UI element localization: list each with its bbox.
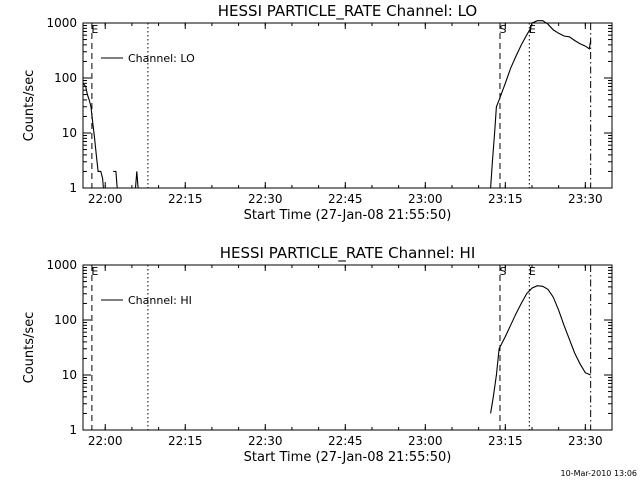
event-marker-label: E <box>529 23 536 36</box>
x-tick-label: 23:30 <box>568 434 603 448</box>
event-marker-label: S <box>499 23 506 36</box>
x-tick-label: 22:45 <box>328 434 363 448</box>
y-tick-label: 100 <box>54 71 77 85</box>
series-line <box>82 82 104 189</box>
series-line <box>490 285 591 414</box>
plot-frame <box>82 264 613 431</box>
x-tick-label: 23:30 <box>568 192 603 206</box>
y-tick-label: 100 <box>54 313 77 327</box>
event-marker-label: E <box>91 23 98 36</box>
y-tick-label: 10 <box>62 126 77 140</box>
x-tick-label: 22:45 <box>328 192 363 206</box>
x-tick-label: 23:00 <box>408 434 443 448</box>
x-axis-label: Start Time (27-Jan-08 21:55:50) <box>244 208 452 223</box>
event-marker-label: E <box>91 265 98 278</box>
y-tick-label: 1 <box>69 423 77 437</box>
x-tick-label: 22:00 <box>88 434 123 448</box>
event-marker-label: S <box>499 265 506 278</box>
chart-title: HESSI PARTICLE_RATE Channel: LO <box>218 2 477 21</box>
x-tick-label: 23:00 <box>408 192 443 206</box>
y-tick-label: 10 <box>62 368 77 382</box>
x-tick-label: 22:15 <box>168 434 203 448</box>
event-marker-label: E <box>529 265 536 278</box>
y-axis-label: Counts/sec <box>22 312 37 384</box>
x-axis-label: Start Time (27-Jan-08 21:55:50) <box>244 450 452 465</box>
chart-title: HESSI PARTICLE_RATE Channel: HI <box>220 244 476 263</box>
y-tick-label: 1000 <box>46 16 77 30</box>
x-tick-label: 23:15 <box>488 434 523 448</box>
y-tick-label: 1 <box>69 181 77 195</box>
x-tick-label: 23:15 <box>488 192 523 206</box>
plot-frame <box>82 22 613 189</box>
footer-timestamp: 10-Mar-2010 13:06 <box>561 469 638 478</box>
y-tick-label: 1000 <box>46 258 77 272</box>
lo-channel-plot: HESSI PARTICLE_RATE Channel: LO 22:00 22:1… <box>22 2 613 223</box>
legend-label: Channel: HI <box>128 294 192 307</box>
x-tick-label: 22:00 <box>88 192 123 206</box>
x-tick-label: 22:30 <box>248 192 283 206</box>
legend-label: Channel: LO <box>128 52 195 65</box>
series-line <box>134 171 139 189</box>
series-line <box>490 20 592 189</box>
hi-channel-plot: HESSI PARTICLE_RATE Channel: HI 22:00 22:1… <box>22 244 613 465</box>
y-axis-label: Counts/sec <box>22 70 37 142</box>
x-tick-label: 22:30 <box>248 434 283 448</box>
series-line <box>113 170 118 189</box>
x-tick-label: 22:15 <box>168 192 203 206</box>
